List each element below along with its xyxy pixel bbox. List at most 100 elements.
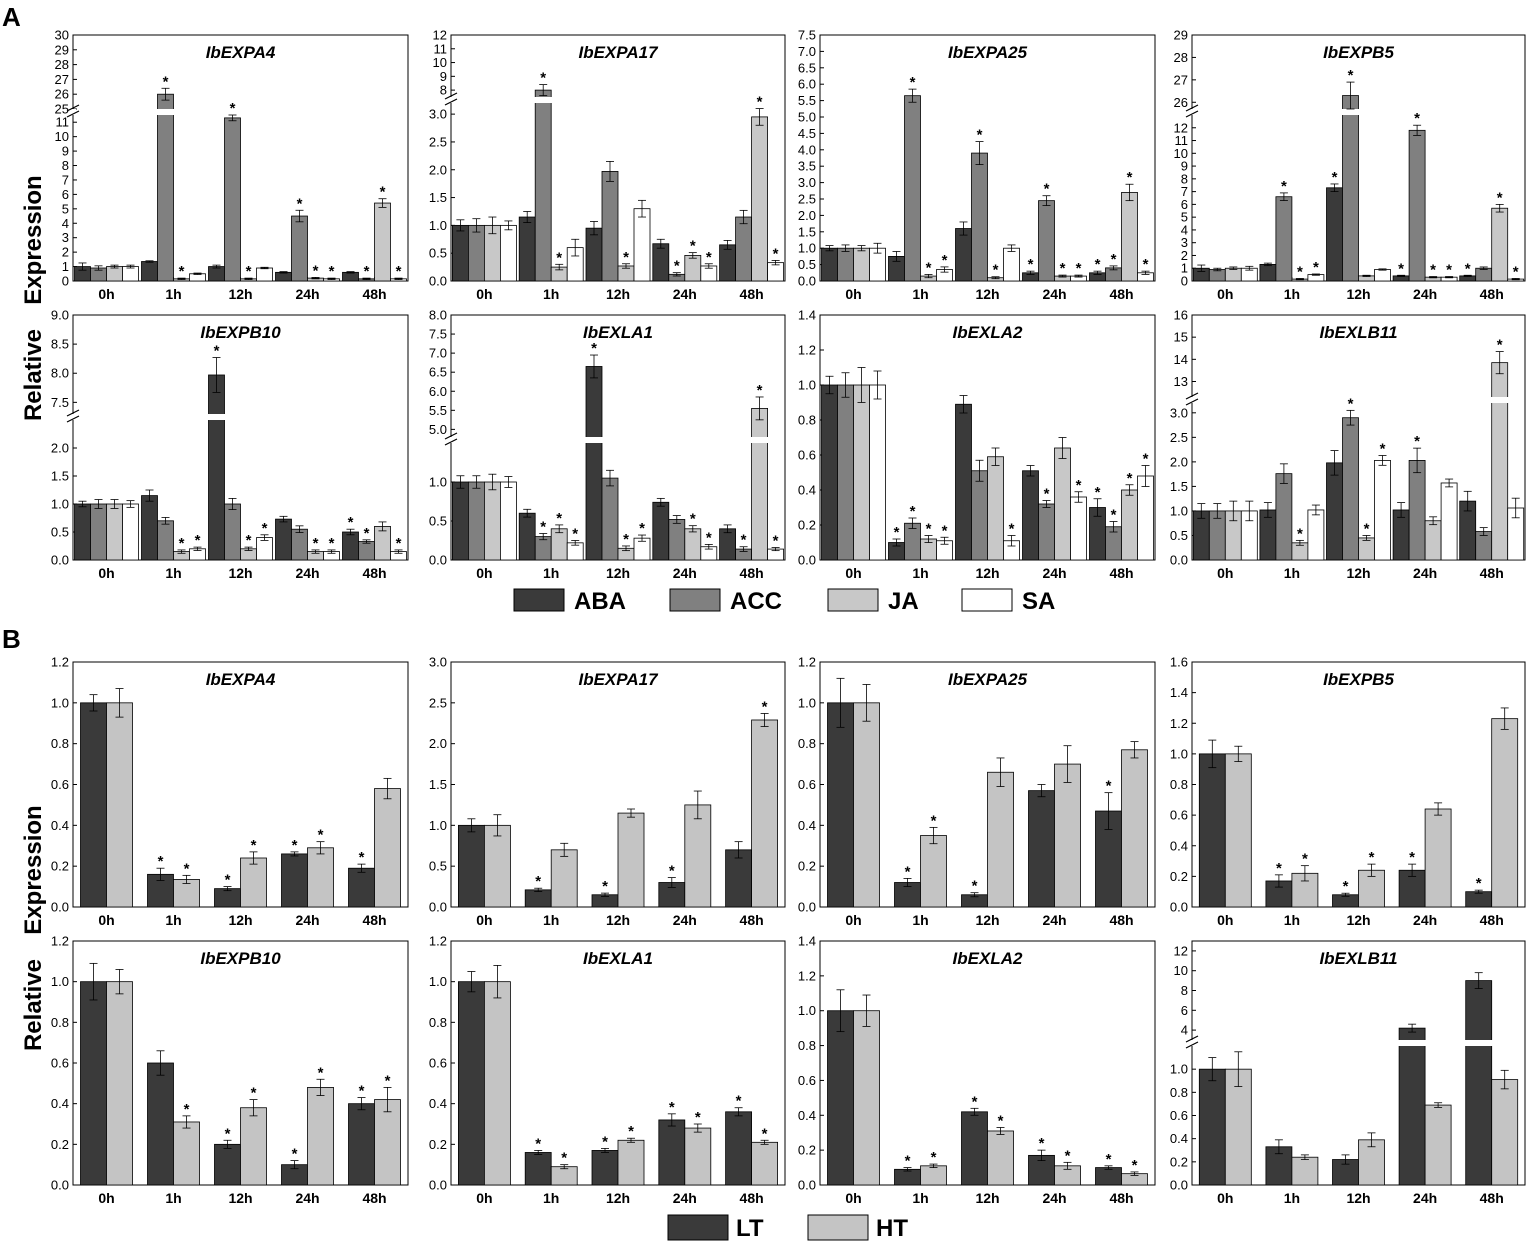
x-tick-label: 48h	[1109, 1190, 1133, 1206]
y-tick-label: 16	[1174, 308, 1188, 323]
y-tick-label: 10	[1174, 963, 1188, 978]
y-tick-label: 3.0	[1170, 405, 1188, 420]
significance-star: *	[292, 837, 298, 854]
significance-star: *	[556, 249, 562, 266]
legend-a: ABA ACC JA SA	[513, 588, 1055, 615]
significance-star: *	[1476, 875, 1482, 892]
chart-title: IbEXPA25	[948, 670, 1028, 689]
significance-star: *	[942, 252, 948, 269]
panel-a-label: A	[2, 2, 21, 32]
bar-aba	[208, 374, 225, 561]
y-tick-label: 13	[1174, 374, 1188, 389]
y-tick-label: 29	[1174, 28, 1188, 43]
y-tick-label: 0.5	[429, 859, 447, 874]
y-tick-label: 5.0	[798, 110, 816, 125]
significance-star: *	[251, 1085, 257, 1102]
y-tick-label: 0.8	[1170, 1085, 1188, 1100]
chart-title: IbEXLA2	[953, 323, 1023, 342]
bar-ja	[1358, 537, 1375, 561]
bar-aba	[141, 495, 158, 561]
y-tick-label: 7	[62, 172, 69, 187]
x-tick-label: 0h	[98, 286, 114, 302]
y-tick-label: 0.8	[798, 736, 816, 751]
x-tick-label: 1h	[912, 1190, 928, 1206]
significance-star: *	[1111, 507, 1117, 524]
significance-star: *	[628, 1123, 634, 1140]
bar-sa	[1440, 482, 1458, 561]
bar-ht	[617, 812, 645, 908]
bar-break-gap	[534, 97, 553, 103]
significance-star: *	[1039, 1135, 1045, 1152]
y-tick-label: 0.2	[1170, 869, 1188, 884]
x-tick-label: 0h	[845, 286, 861, 302]
bar-aba	[719, 528, 736, 561]
significance-star: *	[359, 1083, 365, 1100]
y-tick-label: 7.5	[51, 395, 69, 410]
chart-title: IbEXPA4	[206, 670, 276, 689]
bar-ht	[550, 849, 578, 908]
axis-break-gap	[1189, 397, 1195, 403]
bar-acc	[157, 93, 174, 282]
bar-acc	[291, 528, 308, 561]
y-tick-label: 5	[62, 201, 69, 216]
bar-sa	[499, 224, 517, 282]
x-tick-label: 1h	[165, 565, 181, 581]
y-tick-label: 1.5	[51, 469, 69, 484]
bar-sa	[1374, 269, 1391, 282]
y-tick-label: 8	[1181, 171, 1188, 186]
bar-ja	[1424, 520, 1442, 561]
significance-star: *	[1302, 851, 1308, 868]
y-tick-label: 0.5	[798, 257, 816, 272]
bar-acc	[1275, 196, 1293, 282]
significance-star: *	[535, 1135, 541, 1152]
significance-star: *	[262, 520, 268, 537]
bar-ht	[1054, 763, 1081, 908]
x-tick-label: 0h	[1217, 565, 1233, 581]
bar-ht	[173, 1121, 200, 1186]
y-tick-label: 25	[55, 102, 69, 117]
legend-label-ja: JA	[888, 588, 919, 615]
bar-lt	[147, 1062, 174, 1186]
bar-lt	[348, 1103, 375, 1186]
chart-a-ibexla1: 0.0 0.5 1.0 5.0 5.5 6.0 6.5 7.0 7.5 8.0 IbEXLA1 0h 1…	[429, 308, 786, 581]
significance-star: *	[910, 503, 916, 520]
y-tick-label: 0.0	[429, 900, 447, 915]
x-tick-label: 12h	[1346, 1190, 1370, 1206]
axis-break-gap	[70, 414, 76, 420]
significance-star: *	[1132, 1157, 1138, 1174]
bar-acc	[1408, 129, 1426, 282]
y-tick-label: 0.0	[429, 553, 447, 568]
bar-break-gap	[750, 437, 769, 443]
y-tick-label: 3.0	[798, 175, 816, 190]
significance-star: *	[179, 535, 185, 552]
bar-aba	[955, 403, 972, 561]
y-tick-label: 0	[62, 274, 69, 289]
bar-acc	[1038, 200, 1055, 282]
axis-break-mark	[1185, 104, 1199, 112]
y-tick-label: 2.0	[1170, 454, 1188, 469]
y-tick-label: 3	[62, 230, 69, 245]
significance-star: *	[1364, 520, 1370, 537]
y-tick-label: 7	[1181, 184, 1188, 199]
y-tick-label: 8.0	[429, 308, 447, 323]
x-tick-label: 1h	[543, 912, 559, 928]
bar-ht	[240, 1107, 267, 1186]
y-tick-label: 14	[1174, 352, 1188, 367]
y-tick-label: 1.2	[429, 934, 447, 949]
y-tick-label: 0.4	[798, 1108, 816, 1123]
significance-star: *	[540, 70, 546, 87]
significance-star: *	[1044, 181, 1050, 198]
x-tick-label: 12h	[228, 286, 252, 302]
bar-ht	[374, 1099, 401, 1186]
axis-break-gap	[1189, 109, 1195, 115]
significance-star: *	[690, 511, 696, 528]
chart-b-ibexpa17: 0.0 0.5 1.0 1.5 2.0 2.5 3.0 IbEXPA17 0h 1h * 12h * 24…	[429, 655, 786, 928]
bar-aba	[585, 366, 603, 561]
significance-star: *	[380, 184, 386, 201]
significance-star: *	[329, 263, 335, 280]
bar-lt	[827, 1010, 854, 1186]
significance-star: *	[556, 510, 562, 527]
